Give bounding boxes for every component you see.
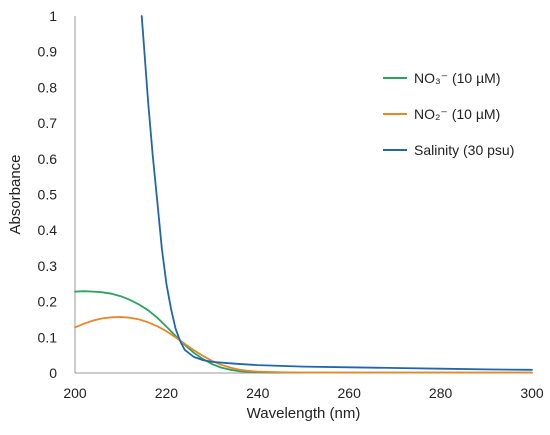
series-line-1 xyxy=(74,290,533,374)
x-tick-label: 260 xyxy=(338,385,362,401)
y-tick-label: 0.3 xyxy=(38,258,58,274)
y-tick-label: 0.9 xyxy=(38,44,58,60)
y-tick-label: 0.8 xyxy=(38,79,58,95)
x-tick-label: 200 xyxy=(63,385,87,401)
y-tick-label: 1 xyxy=(49,8,57,24)
x-axis-ticks: 200 220 240 260 280 300 xyxy=(63,385,544,401)
legend: NO₃⁻ (10 µM) NO₂⁻ (10 µM) Salinity (30 psu… xyxy=(383,70,514,158)
y-tick-label: 0.5 xyxy=(38,187,58,203)
x-tick-label: 280 xyxy=(429,385,453,401)
y-tick-label: 0.4 xyxy=(38,222,58,238)
legend-label-2: NO₂⁻ (10 µM) xyxy=(414,106,500,122)
legend-label-1: NO₃⁻ (10 µM) xyxy=(414,70,501,86)
legend-label-3: Salinity (30 psu) xyxy=(414,142,514,158)
x-axis-label: Wavelength (nm) xyxy=(247,405,361,422)
y-axis-ticks: 0 0.1 0.2 0.3 0.4 0.5 0.6 0.7 0.8 0.9 1 xyxy=(38,8,58,381)
y-tick-label: 0 xyxy=(49,365,57,381)
y-tick-label: 0.2 xyxy=(38,294,58,310)
y-tick-label: 0.1 xyxy=(38,329,58,345)
series-lines xyxy=(74,15,533,374)
x-tick-label: 220 xyxy=(155,385,179,401)
series-line-3 xyxy=(140,15,533,371)
y-tick-label: 0.7 xyxy=(38,115,58,131)
y-axis-label: Absorbance xyxy=(7,154,24,234)
series-line-2 xyxy=(74,316,533,374)
x-tick-label: 240 xyxy=(246,385,270,401)
x-tick-label: 300 xyxy=(520,385,544,401)
y-tick-label: 0.6 xyxy=(38,151,58,167)
